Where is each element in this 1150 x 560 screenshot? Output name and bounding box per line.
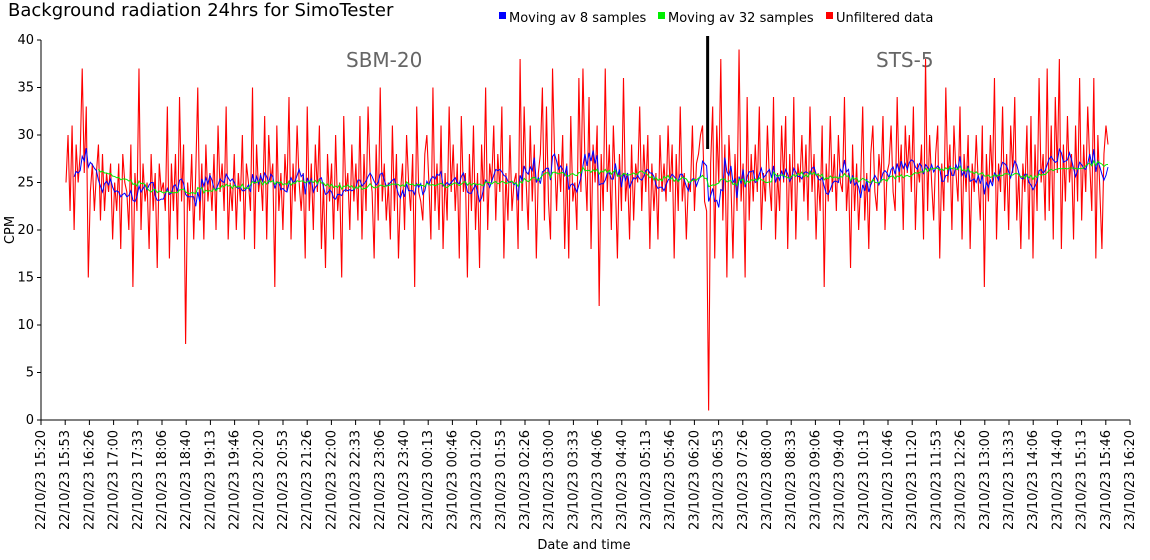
series-line-ma32 [98, 159, 1109, 195]
x-tick-label: 22/10/23 18:06 [155, 430, 170, 530]
series-line-unfiltered [65, 49, 1109, 411]
x-tick-label: 23/10/23 15:13 [1075, 430, 1090, 530]
x-tick-label: 22/10/23 18:40 [179, 430, 194, 530]
x-tick-label: 23/10/23 14:40 [1050, 430, 1065, 530]
x-tick-label: 23/10/23 10:13 [857, 430, 872, 530]
y-tick-label: 35 [17, 81, 34, 96]
annotation-sts5: STS-5 [876, 48, 934, 72]
x-tick-label: 22/10/23 19:46 [228, 430, 243, 530]
legend-label-ma32: Moving av 32 samples [668, 11, 814, 26]
x-tick-label: 22/10/23 20:53 [276, 430, 291, 530]
y-axis-label: CPM [3, 216, 18, 244]
x-tick-label: 23/10/23 10:46 [881, 430, 896, 530]
plot-area: 0 5 10 15 20 25 30 35 40 22/10/23 15:20 22/10/23 1… [17, 33, 1138, 530]
x-tick-label: 23/10/23 07:26 [736, 430, 751, 530]
x-tick-label: 23/10/23 15:46 [1099, 430, 1114, 530]
y-tick-label: 30 [17, 128, 34, 143]
x-tick-label: 23/10/23 13:00 [978, 430, 993, 530]
x-tick-label: 22/10/23 21:26 [300, 430, 315, 530]
x-tick-label: 23/10/23 11:53 [929, 430, 944, 530]
x-tick-label: 23/10/23 03:00 [542, 430, 557, 530]
x-tick-label: 23/10/23 04:40 [615, 430, 630, 530]
x-tick-label: 23/10/23 16:20 [1123, 430, 1138, 530]
legend-swatch-ma32 [658, 12, 665, 19]
y-tick-label: 40 [17, 33, 34, 48]
x-axis-label: Date and time [537, 538, 630, 553]
x-tick-label: 23/10/23 11:20 [905, 430, 920, 530]
x-tick-label: 23/10/23 02:26 [518, 430, 533, 530]
y-tick-label: 20 [17, 223, 34, 238]
x-tick-label: 22/10/23 15:53 [58, 430, 73, 530]
y-tick-label: 15 [17, 271, 34, 286]
chart-title: Background radiation 24hrs for SimoTeste… [8, 0, 394, 21]
x-tick-label: 23/10/23 03:33 [566, 430, 581, 530]
legend-label-raw: Unfiltered data [836, 11, 933, 26]
x-tick-label: 23/10/23 09:40 [833, 430, 848, 530]
y-tick-label: 5 [26, 366, 34, 381]
x-tick-label: 22/10/23 22:33 [349, 430, 364, 530]
x-tick-label: 23/10/23 00:13 [421, 430, 436, 530]
legend-swatch-raw [826, 12, 833, 19]
x-tick-label: 23/10/23 05:46 [663, 430, 678, 530]
x-tick-label: 23/10/23 08:00 [760, 430, 775, 530]
y-tick-label: 10 [17, 318, 34, 333]
x-tick-label: 22/10/23 23:06 [373, 430, 388, 530]
x-tick-label: 23/10/23 01:20 [470, 430, 485, 530]
annotation-sbm20: SBM-20 [346, 48, 422, 72]
x-tick-label: 22/10/23 19:13 [203, 430, 218, 530]
x-tick-label: 23/10/23 05:13 [639, 430, 654, 530]
x-tick-label: 22/10/23 17:33 [131, 430, 146, 530]
x-tick-label: 22/10/23 16:26 [82, 430, 97, 530]
x-tick-label: 22/10/23 22:00 [324, 430, 339, 530]
x-tick-label: 23/10/23 00:46 [445, 430, 460, 530]
x-tick-label: 23/10/23 09:06 [808, 430, 823, 530]
x-tick-label: 23/10/23 06:53 [712, 430, 727, 530]
chart-legend: Moving av 8 samples Moving av 32 samples… [499, 11, 933, 26]
x-tick-label: 23/10/23 12:26 [954, 430, 969, 530]
x-tick-label: 23/10/23 08:33 [784, 430, 799, 530]
x-tick-label: 22/10/23 20:20 [252, 430, 267, 530]
legend-swatch-ma8 [499, 12, 506, 19]
x-tick-label: 23/10/23 13:33 [1002, 430, 1017, 530]
x-tick-label: 22/10/23 15:20 [34, 430, 49, 530]
legend-label-ma8: Moving av 8 samples [509, 11, 647, 26]
x-tick-label: 22/10/23 23:40 [397, 430, 412, 530]
y-tick-label: 0 [26, 413, 34, 428]
x-tick-label: 23/10/23 04:06 [591, 430, 606, 530]
x-tick-label: 23/10/23 14:06 [1026, 430, 1041, 530]
x-tick-label: 22/10/23 17:00 [107, 430, 122, 530]
x-tick-label: 23/10/23 01:53 [494, 430, 509, 530]
y-tick-label: 25 [17, 176, 34, 191]
x-tick-label: 23/10/23 06:20 [687, 430, 702, 530]
